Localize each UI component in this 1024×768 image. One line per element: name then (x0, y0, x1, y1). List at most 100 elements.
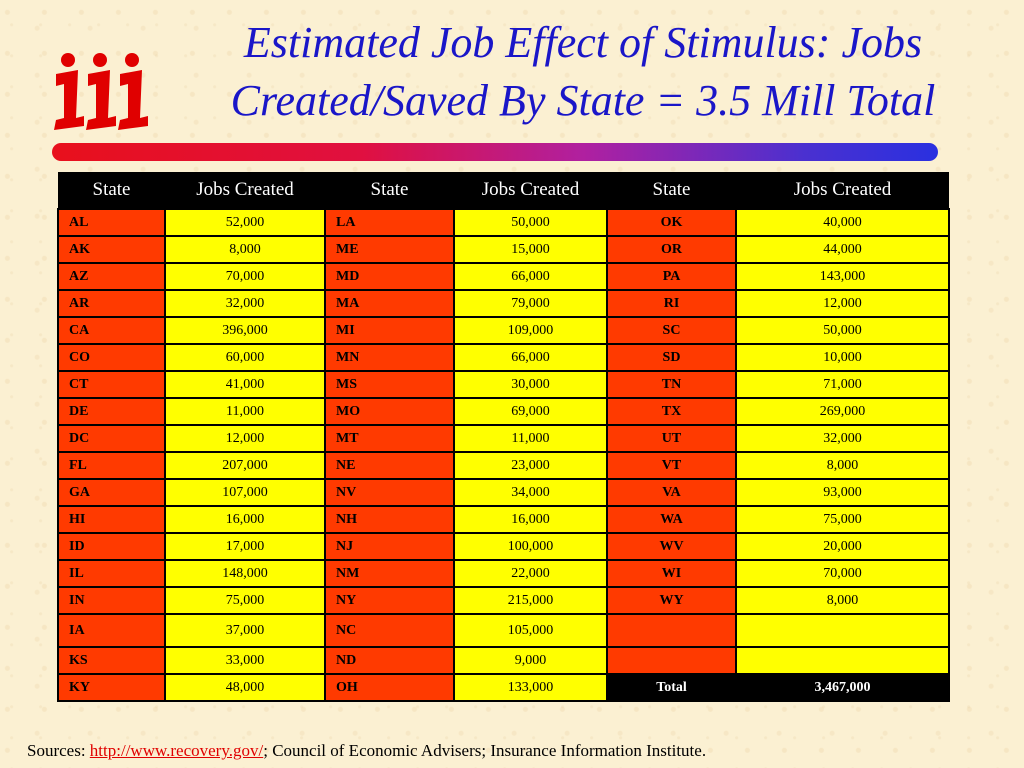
table-row: CT 41,000 MS 30,000 TN 71,000 (57, 370, 950, 399)
state-cell: WA (606, 505, 737, 534)
jobs-cell: 105,000 (453, 613, 608, 648)
total-label: Total (606, 673, 737, 702)
state-cell: NC (324, 613, 455, 648)
recovery-gov-link[interactable]: http://www.recovery.gov/ (89, 741, 264, 760)
table-row: DE 11,000 MO 69,000 TX 269,000 (57, 397, 950, 426)
state-cell: TN (606, 370, 737, 399)
jobs-cell: 44,000 (735, 235, 950, 264)
empty-jobs-cell (735, 646, 950, 675)
jobs-by-state-table: State Jobs Created State Jobs Created St… (57, 172, 950, 702)
state-cell: NM (324, 559, 455, 588)
jobs-cell: 32,000 (164, 289, 326, 318)
slide-title: Estimated Job Effect of Stimulus: Jobs C… (150, 14, 1016, 130)
jobs-cell: 396,000 (164, 316, 326, 345)
jobs-cell: 66,000 (453, 343, 608, 372)
jobs-cell: 8,000 (164, 235, 326, 264)
total-value: 3,467,000 (735, 673, 950, 702)
jobs-cell: 70,000 (735, 559, 950, 588)
jobs-cell: 23,000 (453, 451, 608, 480)
jobs-cell: 148,000 (164, 559, 326, 588)
jobs-cell: 41,000 (164, 370, 326, 399)
state-cell: FL (57, 451, 166, 480)
jobs-cell: 79,000 (453, 289, 608, 318)
state-cell: OK (606, 208, 737, 237)
title-line-1: Estimated Job Effect of Stimulus: Jobs (243, 18, 923, 67)
table-row: IL 148,000 NM 22,000 WI 70,000 (57, 559, 950, 588)
state-cell: KS (57, 646, 166, 675)
state-cell: ND (324, 646, 455, 675)
title-divider-bar (52, 143, 938, 161)
state-cell: NY (324, 586, 455, 615)
table-row: KY 48,000 OH 133,000 Total 3,467,000 (57, 673, 950, 702)
table-row: AR 32,000 MA 79,000 RI 12,000 (57, 289, 950, 318)
state-cell: CA (57, 316, 166, 345)
state-cell: SD (606, 343, 737, 372)
table-row: IN 75,000 NY 215,000 WY 8,000 (57, 586, 950, 615)
jobs-cell: 52,000 (164, 208, 326, 237)
state-cell: GA (57, 478, 166, 507)
state-cell: UT (606, 424, 737, 453)
iii-logo (52, 50, 152, 134)
jobs-cell: 30,000 (453, 370, 608, 399)
state-cell: PA (606, 262, 737, 291)
jobs-cell: 48,000 (164, 673, 326, 702)
header-jobs-2: Jobs Created (454, 172, 607, 209)
state-cell: WV (606, 532, 737, 561)
jobs-cell: 207,000 (164, 451, 326, 480)
state-cell: ME (324, 235, 455, 264)
jobs-cell: 133,000 (453, 673, 608, 702)
state-cell: MO (324, 397, 455, 426)
jobs-cell: 75,000 (735, 505, 950, 534)
jobs-cell: 71,000 (735, 370, 950, 399)
state-cell: OH (324, 673, 455, 702)
state-cell: IN (57, 586, 166, 615)
jobs-cell: 8,000 (735, 586, 950, 615)
state-cell: CT (57, 370, 166, 399)
state-cell: WI (606, 559, 737, 588)
jobs-cell: 11,000 (164, 397, 326, 426)
jobs-cell: 50,000 (735, 316, 950, 345)
state-cell: NV (324, 478, 455, 507)
header-jobs-1: Jobs Created (165, 172, 325, 209)
state-cell: AR (57, 289, 166, 318)
state-cell: MN (324, 343, 455, 372)
state-cell: AL (57, 208, 166, 237)
state-cell: MT (324, 424, 455, 453)
table-header-row: State Jobs Created State Jobs Created St… (58, 172, 949, 209)
jobs-cell: 66,000 (453, 262, 608, 291)
jobs-cell: 269,000 (735, 397, 950, 426)
jobs-cell: 75,000 (164, 586, 326, 615)
state-cell: MA (324, 289, 455, 318)
table-row: DC 12,000 MT 11,000 UT 32,000 (57, 424, 950, 453)
table-row: FL 207,000 NE 23,000 VT 8,000 (57, 451, 950, 480)
state-cell: SC (606, 316, 737, 345)
state-cell: TX (606, 397, 737, 426)
jobs-cell: 107,000 (164, 478, 326, 507)
state-cell: AK (57, 235, 166, 264)
jobs-cell: 93,000 (735, 478, 950, 507)
state-cell: DE (57, 397, 166, 426)
table-row: AZ 70,000 MD 66,000 PA 143,000 (57, 262, 950, 291)
state-cell: LA (324, 208, 455, 237)
state-cell: VA (606, 478, 737, 507)
state-cell: MD (324, 262, 455, 291)
state-cell: NH (324, 505, 455, 534)
state-cell: NJ (324, 532, 455, 561)
jobs-cell: 215,000 (453, 586, 608, 615)
jobs-cell: 11,000 (453, 424, 608, 453)
state-cell: IA (57, 613, 166, 648)
state-cell: CO (57, 343, 166, 372)
table-row: HI 16,000 NH 16,000 WA 75,000 (57, 505, 950, 534)
empty-state-cell (606, 613, 737, 648)
jobs-cell: 50,000 (453, 208, 608, 237)
empty-jobs-cell (735, 613, 950, 648)
jobs-cell: 22,000 (453, 559, 608, 588)
jobs-cell: 20,000 (735, 532, 950, 561)
state-cell: DC (57, 424, 166, 453)
table-row: IA 37,000 NC 105,000 (57, 613, 950, 648)
table-row: CO 60,000 MN 66,000 SD 10,000 (57, 343, 950, 372)
jobs-cell: 60,000 (164, 343, 326, 372)
state-cell: IL (57, 559, 166, 588)
jobs-cell: 37,000 (164, 613, 326, 648)
table-row: AL 52,000 LA 50,000 OK 40,000 (57, 208, 950, 237)
